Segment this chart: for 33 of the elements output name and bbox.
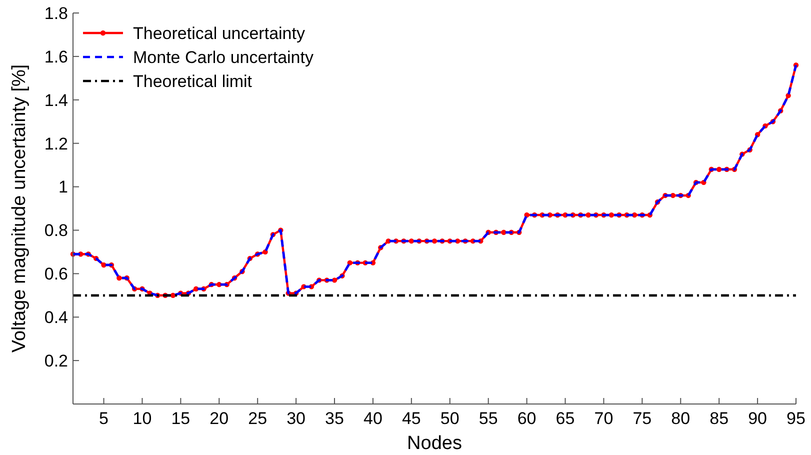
x-tick-label: 70	[594, 409, 614, 428]
x-tick-label: 20	[210, 409, 229, 428]
y-tick-label: 1	[58, 178, 68, 197]
legend-label: Monte Carlo uncertainty	[133, 48, 314, 67]
x-tick-label: 45	[402, 409, 421, 428]
y-tick-label: 0.6	[44, 264, 68, 284]
y-tick-label: 1.8	[44, 4, 68, 23]
x-tick-label: 85	[710, 409, 729, 428]
x-tick-label: 35	[325, 409, 344, 428]
x-tick-label: 40	[364, 409, 382, 428]
x-tick-label: 55	[478, 409, 498, 428]
x-tick-label: 10	[132, 409, 152, 428]
x-tick-label: 75	[632, 409, 652, 428]
legend-label: Theoretical uncertainty	[133, 24, 306, 43]
y-axis-title: Voltage magnitude uncertainty [%]	[9, 64, 30, 353]
y-tick-label: 0.2	[44, 352, 68, 371]
legend-label: Theoretical limit	[133, 72, 252, 91]
x-tick-label: 95	[786, 409, 806, 428]
x-tick-label: 30	[286, 409, 306, 428]
y-tick-label: 0.8	[44, 221, 68, 240]
x-tick-label: 50	[440, 409, 460, 428]
x-axis-title: Nodes	[407, 433, 462, 454]
x-tick-label: 25	[248, 409, 268, 428]
y-tick-label: 1.2	[44, 134, 68, 154]
x-tick-label: 5	[99, 409, 108, 428]
x-tick-label: 90	[748, 409, 768, 428]
x-tick-label: 15	[171, 409, 190, 428]
y-tick-label: 1.4	[44, 90, 68, 110]
x-tick-label: 65	[556, 409, 575, 428]
x-tick-label: 60	[517, 409, 536, 428]
y-tick-label: 1.6	[44, 47, 68, 66]
y-tick-label: 0.4	[44, 308, 68, 328]
x-tick-label: 80	[671, 409, 690, 428]
